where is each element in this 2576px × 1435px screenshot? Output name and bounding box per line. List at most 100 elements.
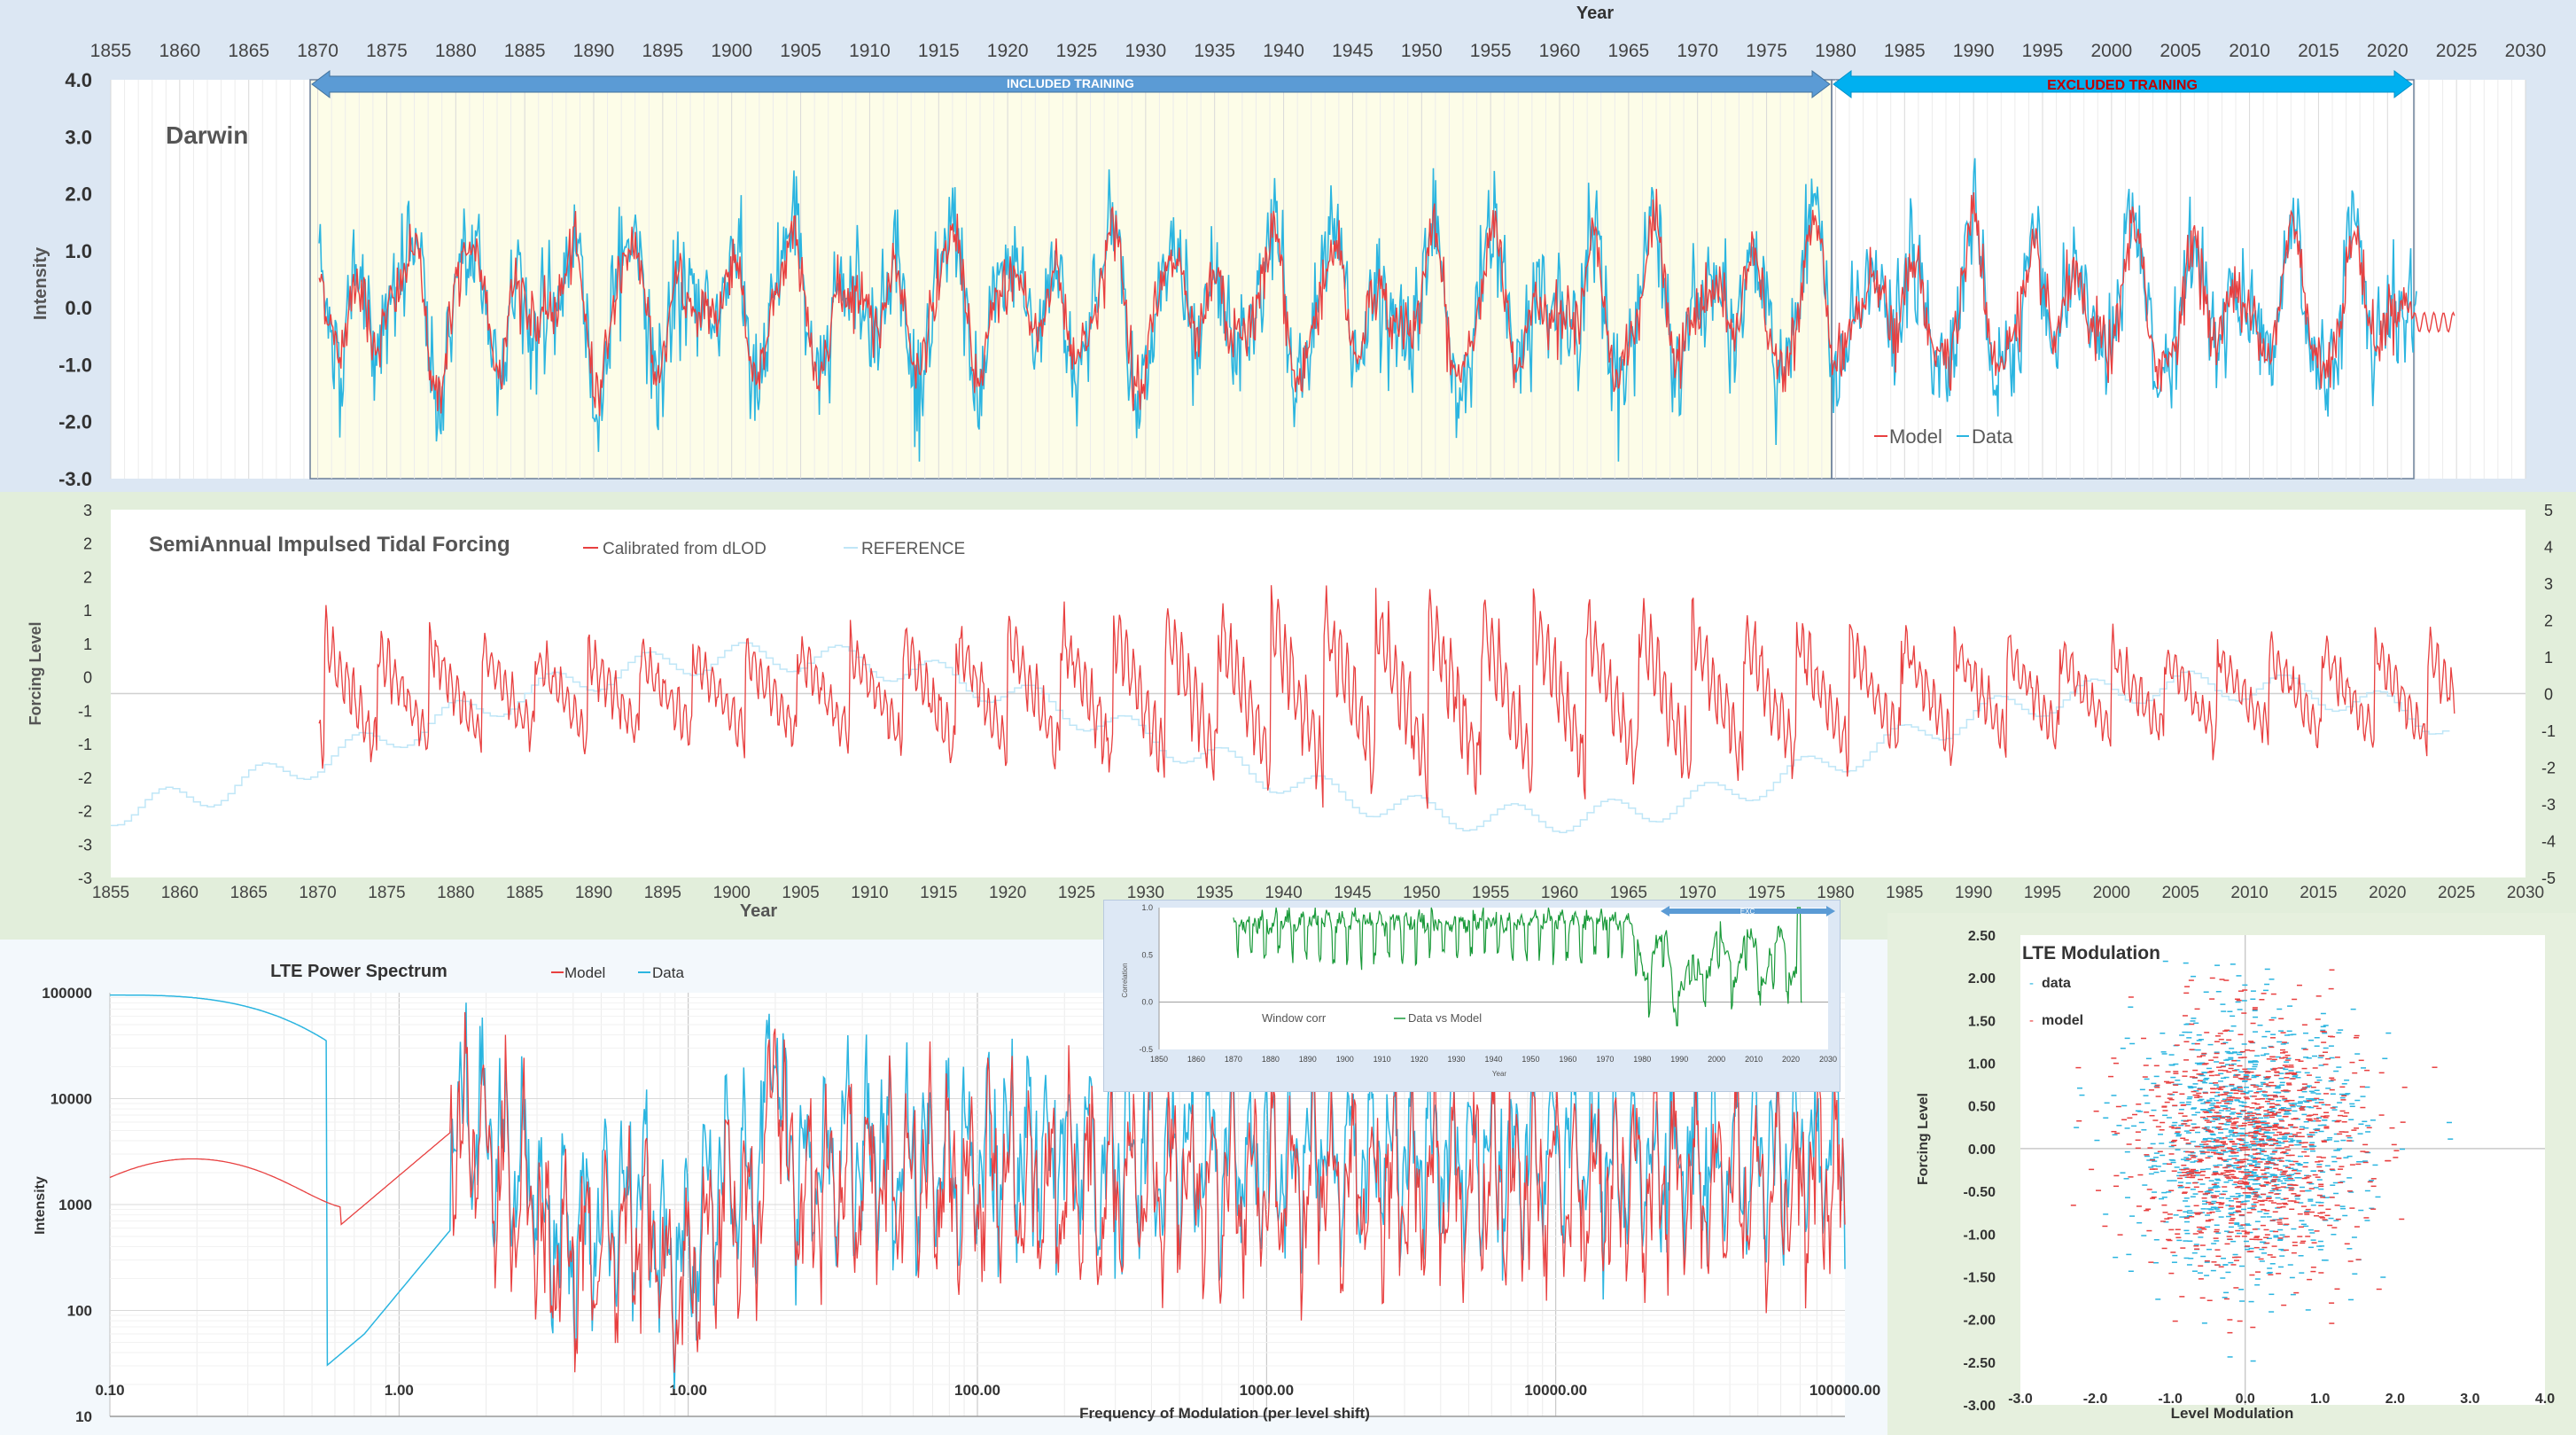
inset-x-tick: 1880 — [1262, 1055, 1280, 1064]
x-tick-label: 1.0 — [2310, 1392, 2330, 1407]
x-tick-label: -1.0 — [2158, 1392, 2183, 1407]
x-tick-label: 2005 — [2162, 884, 2199, 902]
y-tick-label: 10000 — [51, 1091, 92, 1108]
forcing-panel: 1855 1860 1865 1870 1875 1880 1885 1890 1895 1900… — [0, 492, 2576, 940]
x-tick-label: 100.00 — [954, 1382, 1000, 1399]
x-tick-label: 1905 — [782, 884, 819, 902]
x-tick-label: 1975 — [1747, 884, 1785, 902]
y-tick-left: 3 — [83, 502, 92, 519]
y-tick-label: 2.00 — [1968, 971, 1996, 987]
inset-x-tick: 1970 — [1596, 1055, 1614, 1064]
x-tick-label: 1885 — [504, 41, 546, 61]
reference-line — [111, 642, 2450, 834]
x-tick-label: 1970 — [1679, 884, 1716, 902]
darwin-title: Darwin — [166, 121, 248, 149]
inset-x-tick: 2000 — [1708, 1055, 1725, 1064]
y-tick-left: 1 — [83, 602, 92, 620]
forcing-chart: 1855 1860 1865 1870 1875 1880 1885 1890 1895 1900… — [27, 502, 2556, 921]
darwin-ylabel: Intensity — [31, 246, 51, 320]
x-tick-label: 1900 — [713, 884, 751, 902]
x-tick-label: 1865 — [228, 41, 269, 61]
y-tick-left: 0 — [83, 669, 92, 687]
legend-calibrated-label: Calibrated from dLOD — [603, 540, 767, 558]
spectrum-legend-data: Data — [652, 964, 684, 981]
y-tick-label: 2.50 — [1968, 929, 1996, 944]
darwin-panel: 1855 1860 1865 1870 1875 1880 1885 1890 1895 1900… — [0, 0, 2576, 492]
x-tick-label: 1905 — [780, 41, 821, 61]
x-tick-label: 1855 — [92, 884, 129, 902]
inset-y-tick: 1.0 — [1141, 903, 1153, 912]
x-tick-label: 1950 — [1401, 41, 1443, 61]
y-tick-label: -1.50 — [1964, 1270, 1996, 1285]
x-tick-label: 1920 — [987, 41, 1029, 61]
x-tick-label: 1985 — [1884, 41, 1926, 61]
spectrum-legend-model: Model — [564, 964, 605, 981]
y-tick-left: 1 — [83, 636, 92, 653]
x-tick-label: 1870 — [297, 41, 339, 61]
inset-x-tick: 1890 — [1299, 1055, 1317, 1064]
forcing-ylabel: Forcing Level — [27, 621, 44, 725]
inset-x-tick: 1940 — [1484, 1055, 1502, 1064]
x-tick-label: 1885 — [506, 884, 543, 902]
spectrum-ylabel: Intensity — [33, 1176, 48, 1235]
inset-x-tick: 1910 — [1374, 1055, 1391, 1064]
x-tick-label: 10.00 — [669, 1382, 707, 1399]
y-tick-right: 4 — [2544, 539, 2553, 557]
x-tick-label: 1920 — [989, 884, 1026, 902]
x-tick-label: 1965 — [1610, 884, 1647, 902]
training-bands: INCLUDED TRAINING EXCLUDED TRAINING — [311, 70, 2413, 98]
spectrum-model-line — [109, 1011, 1846, 1373]
darwin-data-line — [318, 158, 2417, 462]
x-tick-label: 1895 — [642, 41, 683, 61]
y-tick-label: -1.00 — [1964, 1228, 1996, 1243]
x-tick-label: 1875 — [366, 41, 408, 61]
modulation-panel: 2.50 2.00 1.50 1.00 0.50 0.00 -0.50 -1.00 -1.50 -… — [1887, 913, 2576, 1435]
x-tick-label: 3.0 — [2460, 1392, 2479, 1407]
modulation-legend-model-swatch: - — [2029, 1013, 2034, 1028]
darwin-legend: Model Data — [1874, 425, 2013, 448]
x-tick-label: 1995 — [2022, 41, 2064, 61]
x-tick-label: 1900 — [711, 41, 752, 61]
x-tick-label: 1990 — [1955, 884, 1992, 902]
x-tick-label: 1890 — [573, 41, 615, 61]
x-tick-label: 1995 — [2024, 884, 2061, 902]
x-tick-label: 1965 — [1607, 41, 1649, 61]
calibrated-line — [318, 585, 2455, 809]
x-tick-label: 2000 — [2090, 41, 2132, 61]
inset-x-tick: 2010 — [1745, 1055, 1763, 1064]
y-tick-label: 100 — [67, 1303, 92, 1320]
y-tick-label: -0.50 — [1964, 1185, 1996, 1200]
x-tick-label: 1960 — [1541, 884, 1578, 902]
y-tick-label: 2.0 — [65, 183, 92, 206]
x-tick-label: 1990 — [1953, 41, 1995, 61]
inset-y-tick: 0.5 — [1141, 950, 1153, 959]
y-tick-label: 4.0 — [65, 69, 92, 91]
x-tick-label: 1890 — [575, 884, 612, 902]
inset-x-tick: 2030 — [1819, 1055, 1837, 1064]
y-tick-right: 2 — [2544, 612, 2553, 630]
inset-x-tick: 1850 — [1150, 1055, 1168, 1064]
x-tick-label: 1860 — [159, 41, 200, 61]
x-tick-label: 2020 — [2369, 884, 2406, 902]
modulation-ylabel: Forcing Level — [1916, 1093, 1931, 1185]
x-tick-label: 1960 — [1539, 41, 1581, 61]
x-tick-label: 1985 — [1886, 884, 1923, 902]
x-tick-label: 1930 — [1127, 884, 1164, 902]
x-tick-label: 1980 — [1815, 41, 1856, 61]
legend-data-label: Data — [1972, 425, 2013, 448]
inset-x-tick: 1860 — [1187, 1055, 1205, 1064]
forcing-title: SemiAnnual Impulsed Tidal Forcing — [149, 533, 510, 557]
x-tick-label: 1855 — [90, 41, 132, 61]
modulation-chart: 2.50 2.00 1.50 1.00 0.50 0.00 -0.50 -1.00 -1.50 -… — [1916, 929, 2555, 1422]
x-tick-label: 1915 — [918, 41, 960, 61]
x-tick-label: 1980 — [1817, 884, 1854, 902]
y-tick-right: -1 — [2541, 722, 2556, 740]
x-tick-label: 1970 — [1677, 41, 1718, 61]
y-tick-left: 2 — [83, 535, 92, 553]
inset-exc-arrow — [1661, 906, 1835, 916]
y-tick-left: -1 — [78, 736, 92, 753]
legend-model-label: Model — [1889, 425, 1942, 448]
x-tick-label: 2030 — [2505, 41, 2547, 61]
inset-x-tick: 1900 — [1336, 1055, 1354, 1064]
